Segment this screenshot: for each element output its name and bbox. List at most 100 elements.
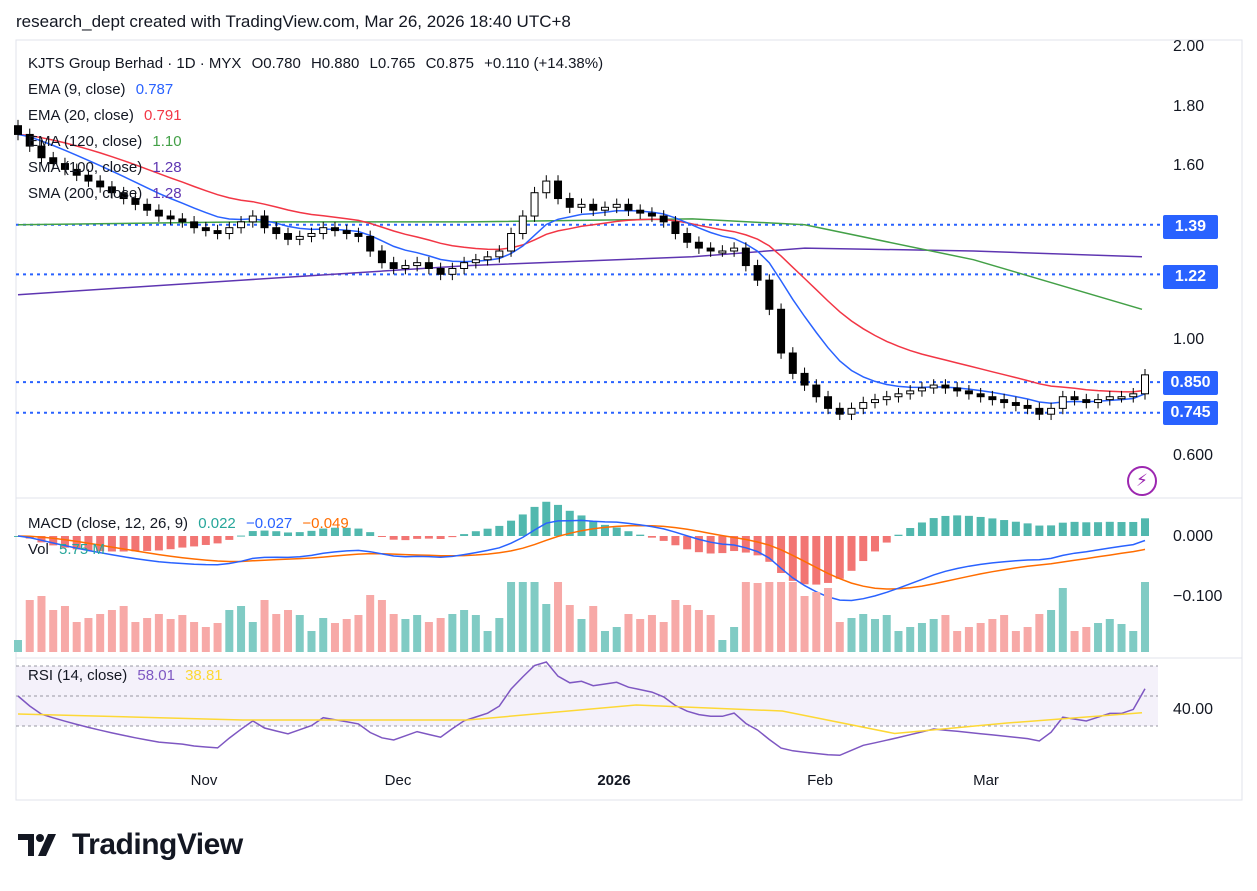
- macd-histogram-bar: [507, 520, 516, 536]
- macd-line: [17, 519, 1146, 602]
- candle-down: [25, 133, 34, 147]
- candle-up: [225, 227, 234, 235]
- ema120-line: [17, 218, 1143, 311]
- candle-up: [483, 256, 492, 261]
- candle-down: [72, 168, 81, 176]
- candle-up: [448, 267, 457, 275]
- volume-bar: [1105, 619, 1114, 652]
- ema20-legend[interactable]: EMA (20, close) 0.791: [28, 107, 188, 124]
- volume-bar: [1000, 615, 1009, 652]
- macd-histogram-bar: [237, 535, 246, 537]
- candle-up: [307, 233, 316, 237]
- volume-bar: [25, 600, 34, 652]
- macd-histogram-bar: [753, 536, 762, 556]
- candle-up: [577, 203, 586, 208]
- macd-histogram-bar: [1105, 521, 1114, 536]
- candle-down: [84, 174, 93, 182]
- volume-bar: [1117, 624, 1126, 652]
- volume-bar: [917, 623, 926, 652]
- candle-down: [330, 227, 339, 232]
- volume-bar: [284, 610, 293, 652]
- macd-value: −0.027: [245, 515, 293, 532]
- alert-bolt-icon[interactable]: ⚡: [1127, 466, 1157, 496]
- rsi-legend[interactable]: RSI (14, close) 58.01 38.81: [28, 667, 229, 684]
- macd-histogram-bar: [612, 527, 621, 536]
- vol-value: 5.75 M: [59, 541, 105, 558]
- sma100-legend[interactable]: SMA (100, close) 1.28: [28, 159, 188, 176]
- volume-bar: [389, 614, 398, 652]
- candle-down: [589, 203, 598, 211]
- volume-bar: [647, 615, 656, 652]
- volume-bar: [60, 606, 69, 652]
- volume-bar: [225, 610, 234, 652]
- ema9-label: EMA (9, close): [28, 81, 126, 98]
- sma100-label: SMA (100, close): [28, 159, 143, 176]
- sma200-legend[interactable]: SMA (200, close) 1.28: [28, 185, 188, 202]
- volume-bar: [788, 582, 797, 652]
- volume-bar: [906, 627, 915, 652]
- macd-histogram-bar: [929, 518, 938, 536]
- volume-bar: [49, 610, 58, 652]
- macd-histogram-bar: [894, 534, 903, 536]
- candle-up: [1117, 396, 1126, 400]
- volume-bar: [96, 614, 105, 652]
- volume-bar: [929, 619, 938, 652]
- macd-histogram-bar: [49, 536, 58, 546]
- volume-bar: [248, 622, 257, 652]
- vol-legend[interactable]: Vol 5.75 M: [28, 541, 111, 558]
- macd-histogram-bar: [272, 531, 281, 536]
- volume-bar: [143, 618, 152, 652]
- candle-down: [342, 230, 351, 235]
- candle-down: [964, 390, 973, 395]
- candle-down: [49, 157, 58, 165]
- candle-down: [683, 233, 692, 243]
- candle-down: [366, 235, 375, 252]
- macd-histogram-bar: [988, 518, 997, 536]
- volume-bar: [330, 623, 339, 652]
- candle-down: [131, 198, 140, 205]
- macd-histogram-bar: [107, 536, 116, 552]
- rsi-tick: 40.00: [1173, 701, 1214, 718]
- candle-up: [401, 265, 410, 269]
- macd-histogram-bar: [847, 536, 856, 571]
- ema120-legend[interactable]: EMA (120, close) 1.10: [28, 133, 188, 150]
- macd-legend[interactable]: MACD (close, 12, 26, 9) 0.022 −0.027 −0.…: [28, 515, 355, 532]
- macd-histogram-bar: [683, 536, 692, 550]
- price-tick: 0.600: [1173, 447, 1214, 464]
- volume-bar: [753, 583, 762, 652]
- volume-bar: [765, 582, 774, 652]
- volume-bar: [460, 610, 469, 652]
- volume-bar: [600, 631, 609, 652]
- macd-histogram-bar: [953, 515, 962, 536]
- volume-bar: [495, 618, 504, 652]
- macd-histogram-bar: [166, 536, 175, 550]
- ema20-label: EMA (20, close): [28, 107, 134, 124]
- rsi-line: [17, 661, 1146, 757]
- tradingview-brand[interactable]: TradingView: [18, 828, 243, 862]
- volume-bar: [377, 600, 386, 652]
- macd-histogram-bar: [366, 532, 375, 536]
- macd-histogram-bar: [471, 531, 480, 536]
- candle-up: [917, 387, 926, 392]
- volume-bar: [518, 582, 527, 652]
- volume-bar: [1070, 631, 1079, 652]
- macd-histogram-bar: [659, 536, 668, 541]
- candle-up: [600, 206, 609, 211]
- volume-bar: [1058, 588, 1067, 652]
- macd-histogram-bar: [1129, 521, 1138, 536]
- macd-histogram-bar: [96, 536, 105, 552]
- volume-bar: [131, 622, 140, 652]
- volume-bar: [178, 615, 187, 652]
- volume-bar: [741, 582, 750, 652]
- candle-down: [777, 308, 786, 354]
- volume-bar: [436, 618, 445, 652]
- candle-down: [143, 203, 152, 211]
- ema9-legend[interactable]: EMA (9, close) 0.787: [28, 81, 179, 98]
- candle-down: [554, 180, 563, 200]
- volume-bar: [424, 622, 433, 652]
- volume-bar: [577, 619, 586, 652]
- macd-histogram-bar: [800, 536, 809, 585]
- macd-tick: 0.000: [1173, 528, 1214, 545]
- macd-histogram-bar: [706, 536, 715, 554]
